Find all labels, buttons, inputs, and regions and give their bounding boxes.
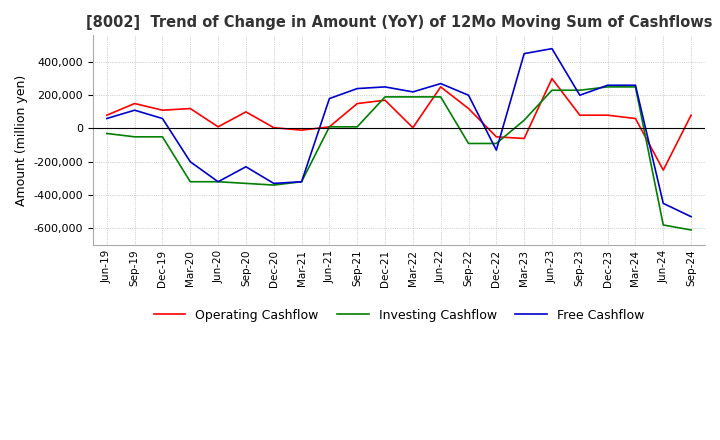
Investing Cashflow [269,183,278,188]
Investing Cashflow [492,141,500,146]
Investing Cashflow [158,134,167,139]
Free Cashflow [242,164,251,169]
Investing Cashflow [436,94,445,99]
Free Cashflow [492,147,500,153]
Free Cashflow [603,83,612,88]
Free Cashflow [102,116,111,121]
Operating Cashflow [548,76,557,81]
Operating Cashflow [687,113,696,118]
Operating Cashflow [408,125,417,130]
Investing Cashflow [130,134,139,139]
Free Cashflow [186,159,194,165]
Investing Cashflow [631,84,640,90]
Investing Cashflow [325,124,333,129]
Investing Cashflow [381,94,390,99]
Free Cashflow [520,51,528,56]
Free Cashflow [325,96,333,101]
Legend: Operating Cashflow, Investing Cashflow, Free Cashflow: Operating Cashflow, Investing Cashflow, … [149,304,649,327]
Free Cashflow [575,92,584,98]
Free Cashflow [158,116,167,121]
Operating Cashflow [158,107,167,113]
Operating Cashflow [492,134,500,139]
Operating Cashflow [186,106,194,111]
Investing Cashflow [353,124,361,129]
Free Cashflow [130,107,139,113]
Operating Cashflow [631,116,640,121]
Investing Cashflow [603,84,612,90]
Operating Cashflow [381,98,390,103]
Operating Cashflow [102,113,111,118]
Free Cashflow [631,83,640,88]
Investing Cashflow [575,88,584,93]
Investing Cashflow [186,179,194,184]
Operating Cashflow [659,168,667,173]
Investing Cashflow [464,141,473,146]
Free Cashflow [687,214,696,219]
Free Cashflow [659,201,667,206]
Operating Cashflow [436,84,445,90]
Free Cashflow [381,84,390,90]
Free Cashflow [269,181,278,186]
Operating Cashflow [353,101,361,106]
Investing Cashflow [687,227,696,233]
Line: Free Cashflow: Free Cashflow [107,49,691,216]
Operating Cashflow [297,128,306,133]
Free Cashflow [408,89,417,95]
Investing Cashflow [102,131,111,136]
Free Cashflow [297,179,306,184]
Operating Cashflow [269,125,278,130]
Investing Cashflow [297,179,306,184]
Title: [8002]  Trend of Change in Amount (YoY) of 12Mo Moving Sum of Cashflows: [8002] Trend of Change in Amount (YoY) o… [86,15,712,30]
Free Cashflow [353,86,361,91]
Operating Cashflow [520,136,528,141]
Investing Cashflow [242,181,251,186]
Operating Cashflow [214,124,222,129]
Operating Cashflow [130,101,139,106]
Line: Investing Cashflow: Investing Cashflow [107,87,691,230]
Investing Cashflow [520,117,528,123]
Investing Cashflow [214,179,222,184]
Operating Cashflow [575,113,584,118]
Operating Cashflow [325,124,333,129]
Operating Cashflow [464,106,473,111]
Operating Cashflow [242,109,251,114]
Y-axis label: Amount (million yen): Amount (million yen) [15,74,28,206]
Operating Cashflow [603,113,612,118]
Investing Cashflow [659,222,667,227]
Line: Operating Cashflow: Operating Cashflow [107,79,691,170]
Free Cashflow [214,179,222,184]
Investing Cashflow [408,94,417,99]
Free Cashflow [464,92,473,98]
Free Cashflow [548,46,557,51]
Free Cashflow [436,81,445,86]
Investing Cashflow [548,88,557,93]
